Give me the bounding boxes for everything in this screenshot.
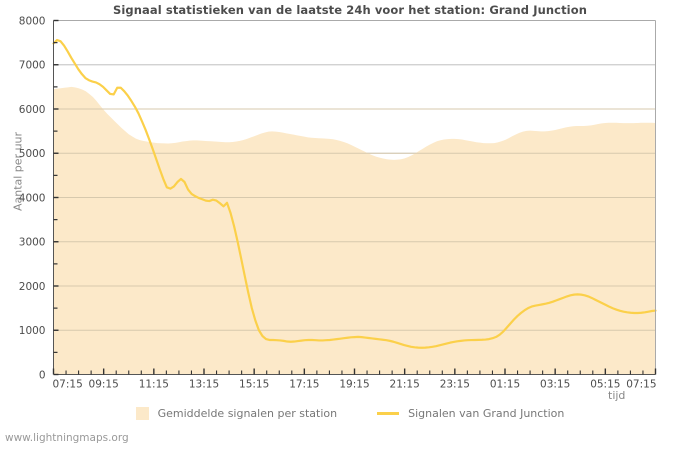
x-tick-label: 11:15 (139, 379, 169, 391)
chart-title: Signaal statistieken van de laatste 24h … (112, 3, 588, 17)
x-tick-label: 15:15 (239, 379, 269, 391)
legend-label-station: Signalen van Grand Junction (408, 407, 565, 420)
x-tick-label: 01:15 (490, 379, 520, 391)
legend-item-station: Signalen van Grand Junction (377, 407, 564, 420)
x-tick-label: 13:15 (189, 379, 219, 391)
y-tick-label: 0 (39, 369, 46, 381)
x-tick-label: 09:15 (89, 379, 119, 391)
x-tick-label: 07:15 (626, 379, 656, 391)
x-tick-label: 19:15 (339, 379, 369, 391)
x-tick-label: 23:15 (440, 379, 470, 391)
line-series-grand-junction (52, 38, 657, 349)
y-tick-label: 1000 (19, 325, 46, 337)
x-tick-label: 05:15 (590, 379, 620, 391)
y-tick-label: 7000 (19, 60, 46, 72)
x-tick-label: 17:15 (289, 379, 319, 391)
legend-item-average: Gemiddelde signalen per station (135, 407, 338, 420)
y-tick-label: 8000 (19, 15, 46, 27)
y-tick-label: 6000 (19, 104, 46, 116)
y-tick-label: 3000 (19, 237, 46, 249)
y-tick-label: 2000 (19, 281, 46, 293)
y-tick-label: 4000 (19, 192, 46, 204)
legend-line-swatch-icon (377, 412, 400, 415)
chart-legend: Gemiddelde signalen per station Signalen… (0, 407, 700, 420)
x-tick-label: 21:15 (390, 379, 420, 391)
x-tick-label: 03:15 (540, 379, 570, 391)
y-tick-label: 5000 (19, 148, 46, 160)
x-tick-label: 07:15 (53, 379, 83, 391)
legend-label-average: Gemiddelde signalen per station (157, 407, 338, 420)
area-series-average-signals (53, 86, 656, 375)
legend-area-swatch-icon (135, 407, 149, 420)
footer-url: www.lightningmaps.org (5, 432, 129, 444)
x-axis-label: tijd (608, 389, 626, 402)
